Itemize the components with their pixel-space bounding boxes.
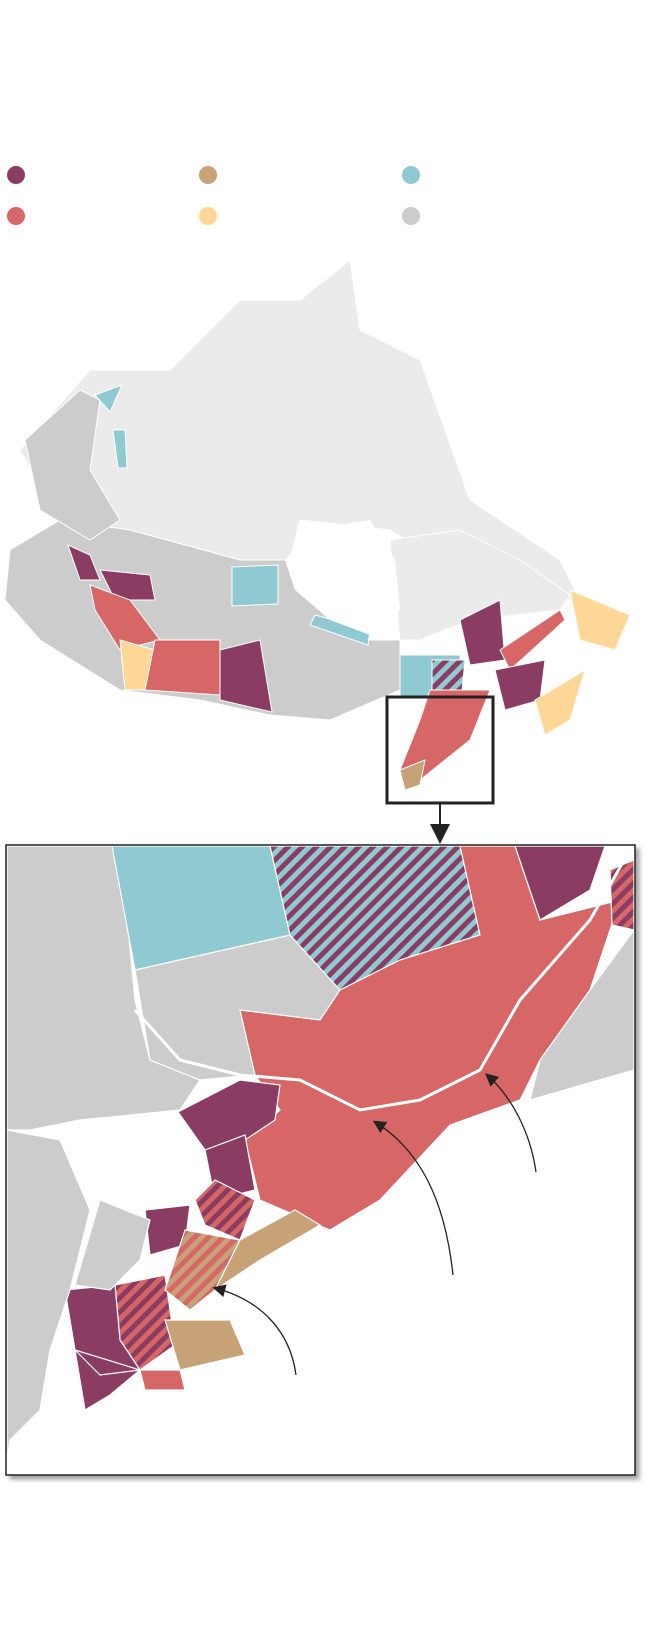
inset-gray-bruce <box>74 1199 151 1291</box>
legend <box>0 160 670 230</box>
legend-swatch-blue <box>402 166 420 184</box>
inset-gray-east <box>529 928 634 1101</box>
region-red-bc <box>89 584 161 651</box>
inset-red-sw <box>139 1369 186 1391</box>
legend-swatch-gray <box>402 207 420 225</box>
region-purple-mb <box>219 639 273 713</box>
legend-swatch-red <box>7 207 25 225</box>
canada-map <box>4 259 631 791</box>
region-yellow-ns <box>534 589 631 736</box>
inset-hatched-ne <box>609 859 634 931</box>
region-blue-mb <box>231 564 279 607</box>
inset-regions <box>7 846 634 1461</box>
yukon-nwt <box>24 389 121 541</box>
inset-hatched-orange <box>164 1229 241 1311</box>
legend-swatch-purple <box>7 166 25 184</box>
region-purple-ab <box>99 569 156 601</box>
legend-swatch-tan <box>199 166 217 184</box>
st-lawrence-river <box>133 849 632 1112</box>
hudson-bay <box>285 520 400 635</box>
region-red-gaspe <box>499 609 566 671</box>
annotation-arrow-2 <box>372 1120 454 1276</box>
region-purple-bc <box>67 544 101 581</box>
inset-tan <box>164 1209 322 1371</box>
region-hatched-qc <box>431 659 466 691</box>
legend-swatch-yellow <box>199 207 217 225</box>
region-blue-nwt <box>94 384 128 469</box>
region-tan-sw-on <box>399 759 426 791</box>
region-red-sk <box>144 639 221 696</box>
annotation-arrow-3 <box>212 1284 297 1376</box>
inset-purple-ne <box>514 846 606 921</box>
inset-gray-michigan <box>7 1129 91 1461</box>
annotation-arrow-1 <box>485 1073 537 1173</box>
